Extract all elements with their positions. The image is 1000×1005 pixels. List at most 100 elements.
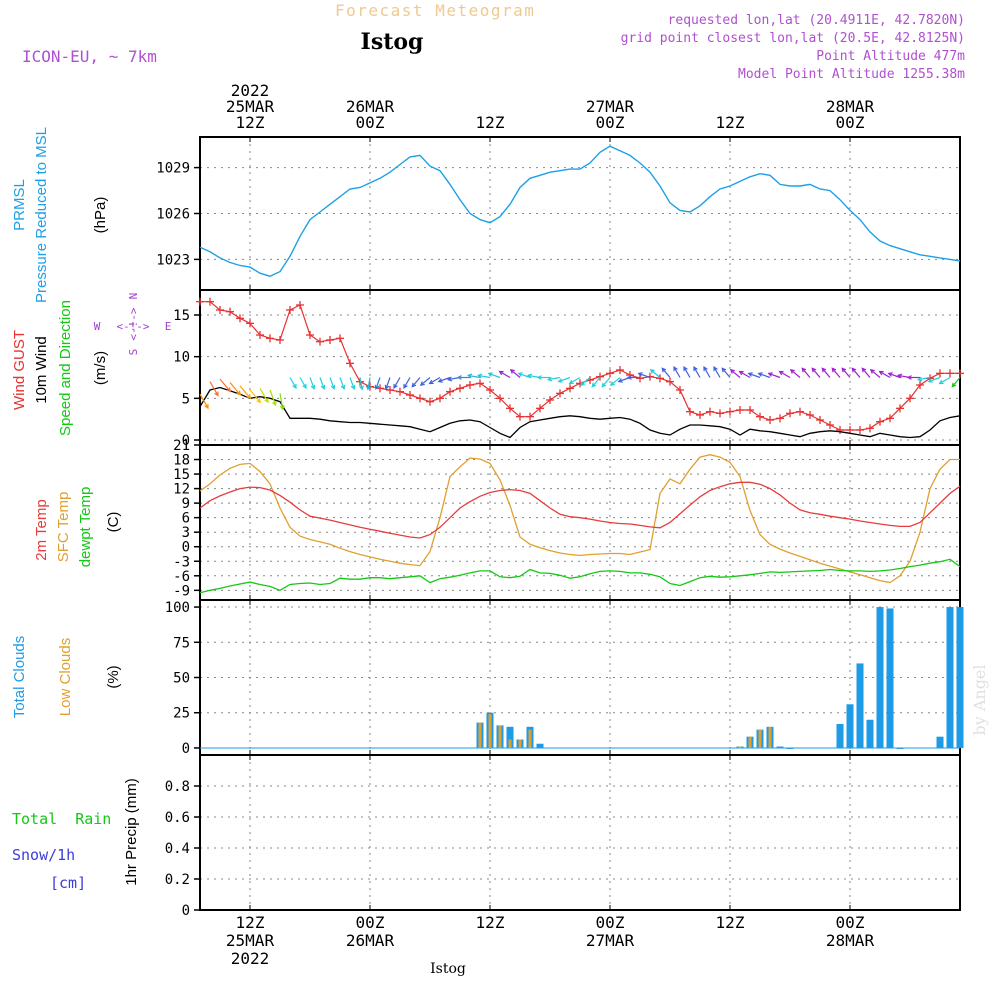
precip-label-snow-unit: [cm]	[50, 874, 86, 892]
y-tick-label: 9	[182, 496, 190, 512]
wind-dir-arrow	[591, 377, 601, 388]
wind-dir-arrow	[861, 367, 871, 378]
wind-dir-arrowhead	[320, 384, 326, 390]
y-tick-label: 50	[173, 671, 190, 687]
panel-frame	[199, 289, 961, 446]
wind-dir-arrow	[673, 366, 681, 378]
wind-dir-arrow	[468, 374, 481, 379]
wind-dir-arrow	[499, 370, 511, 379]
wind-dir-arrow	[349, 377, 355, 389]
wind-dir-arrowhead	[330, 384, 336, 390]
wind-dir-arrow	[339, 377, 345, 389]
temp-unit: (C)	[105, 512, 122, 533]
clouds-unit: (%)	[105, 665, 122, 688]
total-cloud-bar	[876, 607, 884, 748]
bottom-time-label: 25MAR	[226, 931, 275, 950]
wind-dir-arrow	[951, 377, 961, 388]
wind-dir-arrowhead	[437, 378, 443, 383]
wind-dir-arrow	[299, 377, 307, 389]
low-cloud-bar	[528, 729, 532, 748]
y-tick-label: 0.8	[165, 779, 190, 795]
wind-dir-arrowhead	[393, 383, 398, 389]
y-tick-label: 10	[173, 350, 190, 366]
wind-dir-arrowhead	[456, 375, 462, 380]
y-tick-label: 15	[173, 467, 190, 483]
wind-dir-arrow	[269, 389, 277, 406]
temp-label-2m: 2m Temp	[33, 499, 50, 560]
wind-dir-arrow	[601, 377, 611, 388]
pressure-label-msl: Pressure Reduced to MSL	[33, 127, 50, 303]
y-tick-label: 25	[173, 706, 190, 722]
wind-dir-arrowhead	[906, 375, 912, 380]
wind-dir-arrowhead	[302, 383, 307, 389]
wind-dir-arrow	[739, 370, 751, 379]
wind-dir-arrow	[385, 377, 391, 389]
wind-dir-arrow	[309, 377, 315, 389]
y-tick-label: 5	[182, 391, 190, 407]
pressure-panel: 1023 1026 1029	[156, 136, 961, 291]
wind-dir-arrowhead	[526, 373, 533, 379]
compass-arrow-ew: <-!->	[116, 320, 149, 333]
wind-dir-arrowhead	[609, 381, 615, 387]
bottom-location-label: Istog	[430, 961, 466, 977]
top-time-label: 12Z	[476, 113, 505, 132]
wind-dir-arrow	[359, 377, 363, 390]
y-tick-label: 0	[182, 540, 190, 556]
wind-dir-arrowhead	[851, 367, 857, 373]
wind-dir-arrowhead	[236, 390, 242, 396]
wind-dir-arrow	[289, 377, 297, 389]
wind-dir-arrow	[429, 376, 441, 385]
wind-dir-arrowhead	[279, 405, 285, 411]
requested-coords: requested lon,lat (20.4911E, 42.7820N)	[668, 13, 965, 28]
low-cloud-bar	[758, 729, 762, 748]
temp-label-sfc: SFC Temp	[55, 492, 72, 563]
model-altitude: Model Point Altitude 1255.38m	[738, 67, 965, 82]
total-cloud-bar	[866, 719, 874, 748]
wind-dir-arrow	[488, 372, 501, 379]
wind-dir-arrowhead	[517, 372, 523, 377]
top-time-label: 26MAR	[346, 97, 395, 116]
y-tick-label: 75	[173, 635, 190, 651]
bottom-time-label: 27MAR	[586, 931, 635, 950]
wind-dir-arrowhead	[789, 368, 795, 374]
low-cloud-bar	[498, 725, 502, 748]
point-altitude: Point Altitude 477m	[816, 49, 965, 64]
panel-frame	[199, 754, 961, 911]
y-tick-label: 15	[173, 308, 190, 324]
wind-dir-arrowhead	[878, 370, 884, 376]
y-tick-label: 100	[165, 600, 190, 616]
wind-dir-arrowhead	[869, 368, 875, 374]
wind-dir-arrowhead	[831, 367, 837, 373]
t2m-line	[199, 481, 961, 539]
bottom-time-label: 00Z	[836, 913, 865, 932]
wind-dir-arrowhead	[546, 376, 553, 382]
wind-dir-arrow	[199, 393, 209, 409]
wind-dir-arrow	[703, 366, 711, 378]
bottom-time-label: 28MAR	[826, 931, 875, 950]
wind-dir-arrow	[758, 372, 771, 379]
wind-dir-arrow	[229, 382, 241, 396]
pressure-line	[199, 145, 961, 277]
y-tick-label: -9	[173, 583, 190, 599]
wind-dir-arrowhead	[637, 372, 643, 377]
compass-s: S	[127, 349, 140, 356]
wind-dir-arrowhead	[264, 398, 269, 404]
total-cloud-bar	[786, 747, 794, 749]
wind-dir-arrowhead	[703, 366, 708, 372]
low-cloud-bar	[508, 739, 512, 748]
wind-dir-arrow	[713, 366, 721, 378]
wind-dir-arrow	[420, 377, 431, 386]
wind-dir-arrowhead	[498, 370, 504, 376]
model-label: ICON-EU, ~ 7km	[22, 47, 157, 66]
wind-dir-arrowhead	[403, 383, 408, 389]
wind-dir-arrowhead	[951, 382, 957, 388]
wind-dir-arrow	[403, 377, 411, 389]
y-tick-label: -3	[173, 554, 190, 570]
wind-dir-arrowhead	[927, 378, 933, 383]
wind-dir-arrow	[279, 393, 284, 410]
wind-dir-arrowhead	[557, 378, 563, 383]
wind-dir-arrowhead	[292, 383, 297, 389]
